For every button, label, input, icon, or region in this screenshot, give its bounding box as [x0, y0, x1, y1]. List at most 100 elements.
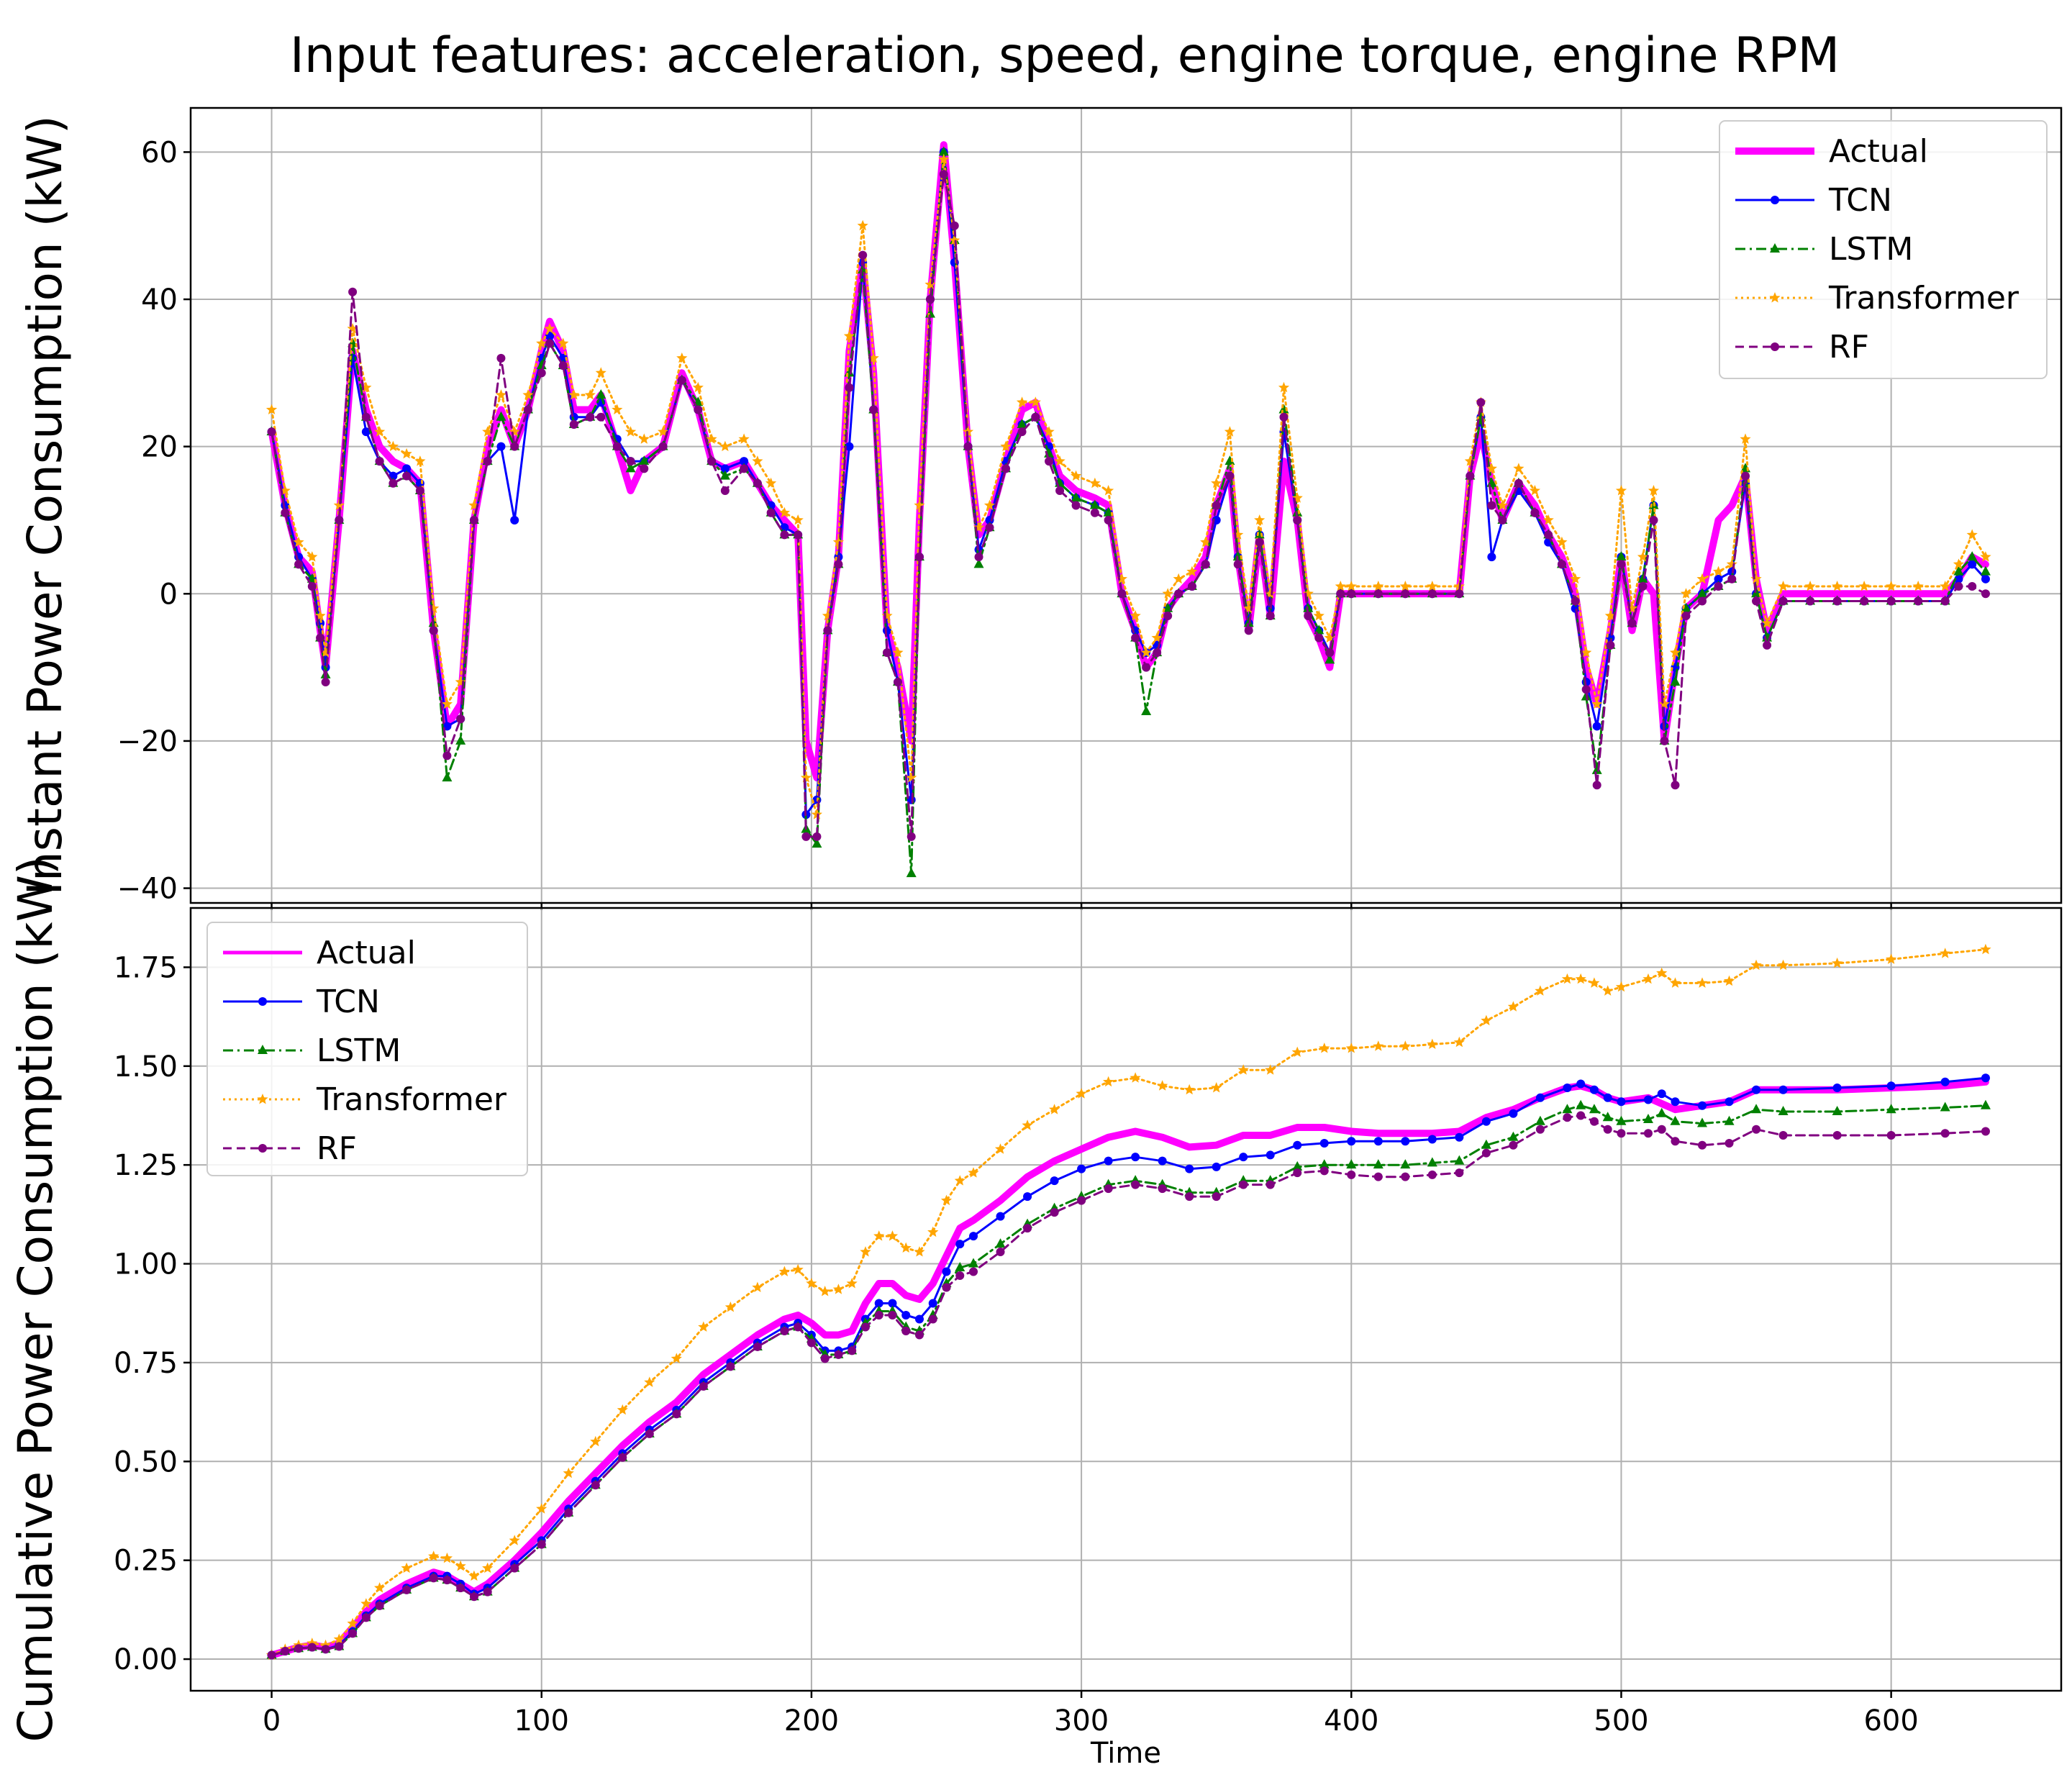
data-point-rf: [558, 361, 568, 371]
data-point-tcn: [1427, 1135, 1437, 1144]
data-point-tcn: [1373, 1137, 1383, 1146]
legend-marker-tcn: [1771, 196, 1779, 204]
data-point-transformer: [347, 1617, 358, 1629]
data-point-tcn: [1212, 1162, 1221, 1171]
legend-marker-transformer: [257, 1094, 268, 1104]
data-point-rf: [1373, 1172, 1383, 1181]
data-point-rf: [1347, 1170, 1356, 1179]
data-point-rf: [834, 560, 843, 569]
y-axis-label: Cumulative Power Consumption (kW): [8, 856, 63, 1742]
data-point-tcn: [1617, 1097, 1626, 1107]
data-point-rf: [1698, 596, 1707, 606]
data-point-rf: [335, 515, 344, 524]
data-point-lstm: [1751, 1104, 1762, 1114]
data-point-rf: [281, 508, 290, 517]
data-point-rf: [1698, 1140, 1707, 1150]
data-point-tcn: [1981, 574, 1990, 583]
data-point-transformer: [1591, 698, 1603, 709]
data-point-lstm: [639, 455, 650, 465]
data-point-lstm: [1589, 1104, 1599, 1114]
data-point-transformer: [1680, 588, 1692, 599]
data-point-transformer: [1507, 1001, 1519, 1012]
data-point-transformer: [1648, 485, 1660, 496]
data-point-transformer: [1319, 1043, 1330, 1053]
data-point-transformer: [1778, 581, 1789, 591]
data-point-lstm: [1724, 1115, 1735, 1125]
data-point-rf: [1940, 1129, 1950, 1138]
data-point-tcn: [1643, 1095, 1653, 1104]
data-point-transformer: [983, 499, 996, 510]
data-point-transformer: [509, 426, 520, 437]
y-tick-label: 60: [141, 136, 178, 169]
data-point-transformer: [1427, 1038, 1438, 1049]
data-point-rf: [1077, 1196, 1086, 1205]
data-point-rf: [1638, 582, 1648, 591]
data-point-lstm: [1953, 566, 1964, 576]
data-point-transformer: [1513, 463, 1525, 473]
data-point-transformer: [1529, 485, 1540, 496]
data-point-transformer: [719, 440, 731, 452]
data-point-rf: [645, 1429, 654, 1438]
data-point-transformer: [873, 1230, 885, 1241]
data-point-rf: [1581, 685, 1591, 694]
data-point-rf: [1763, 640, 1772, 650]
data-point-rf: [848, 1346, 857, 1355]
data-point-rf: [348, 1629, 358, 1638]
data-point-tcn: [496, 442, 506, 451]
data-point-tcn: [928, 1299, 937, 1308]
legend: Actual TCN LSTM Transformer RF: [1719, 120, 2048, 379]
x-tick-label: 100: [514, 1704, 569, 1738]
data-point-transformer: [1265, 588, 1276, 599]
data-point-rf: [963, 442, 973, 451]
legend-label-actual: Actual: [317, 935, 416, 971]
data-point-tcn: [955, 1240, 965, 1249]
data-point-lstm: [1535, 1115, 1545, 1125]
data-point-lstm: [625, 463, 636, 473]
data-point-rf: [1279, 412, 1289, 422]
data-point-rf: [1589, 1117, 1599, 1126]
cumulative-power-panel: 0.00 0.25 0.50 0.75 1.00 1.25 1.50 1.75 0 100 200 3…: [8, 856, 2063, 1770]
data-point-rf: [801, 832, 811, 841]
data-point-lstm: [995, 1238, 1006, 1248]
data-point-rf: [1225, 471, 1235, 481]
data-point-rf: [834, 1350, 843, 1359]
data-point-transformer: [1265, 1064, 1276, 1075]
data-point-rf: [699, 1381, 708, 1391]
data-point-transformer: [1542, 514, 1554, 525]
data-point-transformer: [644, 1376, 655, 1387]
data-point-transformer: [752, 455, 763, 466]
data-point-rf: [361, 1613, 371, 1622]
data-point-lstm: [906, 868, 917, 878]
data-point-rf: [1627, 619, 1637, 628]
data-point-tcn: [1752, 1085, 1761, 1094]
data-point-tcn: [1481, 1117, 1491, 1126]
data-point-transformer: [293, 536, 304, 548]
data-point-tcn: [1725, 1097, 1734, 1107]
data-point-rf: [1981, 1127, 1990, 1136]
y-axis-label: Instant Power Consumption (kW): [17, 115, 73, 895]
x-tick-label: 300: [1054, 1704, 1109, 1738]
data-point-transformer: [1496, 499, 1508, 510]
data-point-transformer: [568, 389, 580, 400]
data-point-transformer: [1575, 973, 1586, 984]
data-point-transformer: [1043, 426, 1055, 437]
data-point-transformer: [1726, 558, 1737, 569]
data-point-transformer: [638, 433, 650, 444]
data-point-rf: [316, 633, 325, 642]
legend-box: [1719, 120, 2048, 379]
figure-title: Input features: acceleration, speed, eng…: [290, 27, 1840, 84]
data-point-rf: [537, 1540, 546, 1549]
data-point-rf: [677, 376, 686, 385]
data-point-transformer: [868, 352, 879, 363]
data-point-transformer: [1712, 566, 1725, 577]
data-point-transformer: [1103, 485, 1114, 496]
data-point-transformer: [612, 404, 623, 414]
data-point-rf: [321, 1645, 330, 1654]
data-point-rf: [1660, 736, 1669, 745]
data-point-transformer: [1561, 973, 1573, 984]
data-point-transformer: [1278, 381, 1290, 393]
data-point-transformer: [1858, 581, 1870, 591]
series-group: [265, 141, 1991, 878]
data-point-transformer: [778, 507, 790, 518]
data-point-rf: [1104, 515, 1113, 524]
